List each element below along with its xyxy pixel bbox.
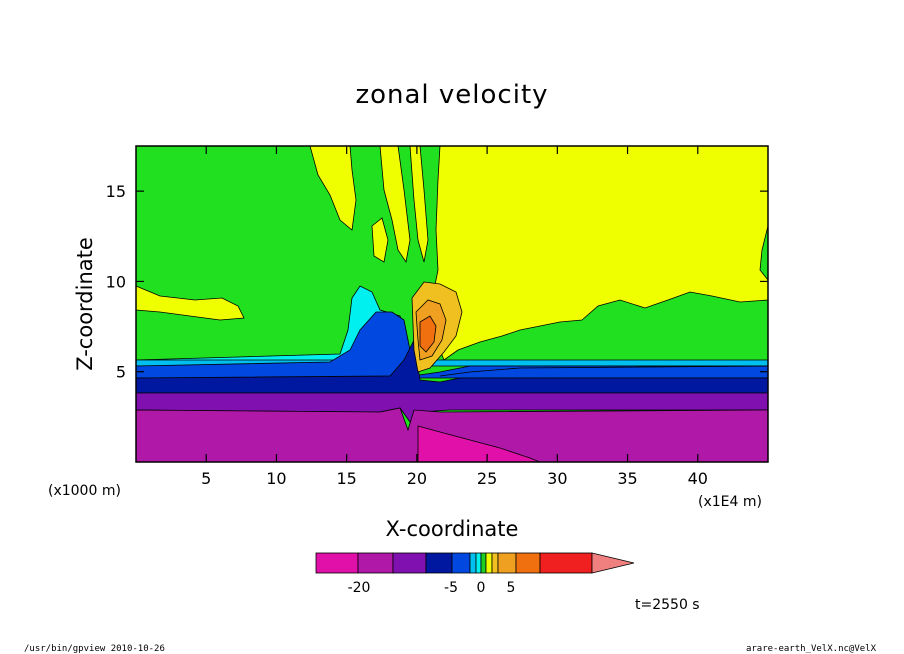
footer-right: arare-earth_VelX.nc@VelX	[746, 644, 877, 654]
colorbar-tick-label: -5	[444, 580, 458, 596]
colorbar-tick-label: 0	[477, 580, 486, 596]
colorbar	[315, 552, 635, 574]
y-tick-label: 10	[106, 272, 126, 291]
time-label: t=2550 s	[635, 597, 700, 613]
contour-yellow-plume-c	[409, 145, 429, 263]
colorbar-box	[392, 552, 427, 574]
colorbar-ticks: -20 -5 0 5	[348, 580, 516, 596]
colorbar-box	[497, 552, 517, 574]
y-tick-label: 5	[116, 363, 126, 382]
contour-yellow-plume-d	[371, 217, 389, 263]
x-tick-label: 15	[336, 469, 356, 488]
contour-green-wake	[439, 365, 769, 377]
y-unit-label: (x1E4 m)	[698, 494, 762, 510]
colorbar-box	[357, 552, 394, 574]
colorbar-arrow	[591, 552, 635, 574]
contour-yellow-plume-b	[379, 145, 411, 264]
colorbar-box	[491, 552, 499, 574]
plot-frame	[135, 145, 769, 463]
contour-yellow-left	[135, 285, 245, 321]
colorbar-box	[425, 552, 453, 574]
colorbar-tick-label: 5	[507, 580, 516, 596]
x-axis-label: X-coordinate	[386, 517, 519, 541]
y-ticks: 5 10 15	[106, 182, 768, 382]
chart-title: zonal velocity	[355, 80, 548, 110]
contour-yellow-plume-a	[309, 145, 357, 231]
colorbar-box	[539, 552, 593, 574]
colorbar-box	[485, 552, 493, 574]
plot-area: 5 10 15 20 25 30 35 40 5 10 15	[106, 145, 769, 488]
colorbar-box	[451, 552, 471, 574]
colorbar-box	[475, 552, 482, 574]
colorbar-tick-label: -20	[348, 580, 371, 596]
y-axis-label: Z-coordinate	[73, 237, 97, 371]
x-tick-label: 10	[266, 469, 286, 488]
x-tick-label: 20	[407, 469, 427, 488]
colorbar-box	[315, 552, 359, 574]
x-tick-label: 35	[617, 469, 637, 488]
x-tick-label: 30	[547, 469, 567, 488]
colorbar-box	[515, 552, 541, 574]
contour-orange-core	[419, 315, 437, 353]
colorbar-box	[469, 552, 477, 574]
x-tick-label: 5	[201, 469, 211, 488]
footer-left: /usr/bin/gpview 2010-10-26	[24, 644, 165, 654]
x-tick-label: 25	[477, 469, 497, 488]
x-unit-label: (x1000 m)	[48, 483, 121, 499]
x-tick-label: 40	[688, 469, 708, 488]
y-tick-label: 15	[106, 182, 126, 201]
colorbar-box	[480, 552, 487, 574]
x-ticks: 5 10 15 20 25 30 35 40	[201, 146, 708, 488]
